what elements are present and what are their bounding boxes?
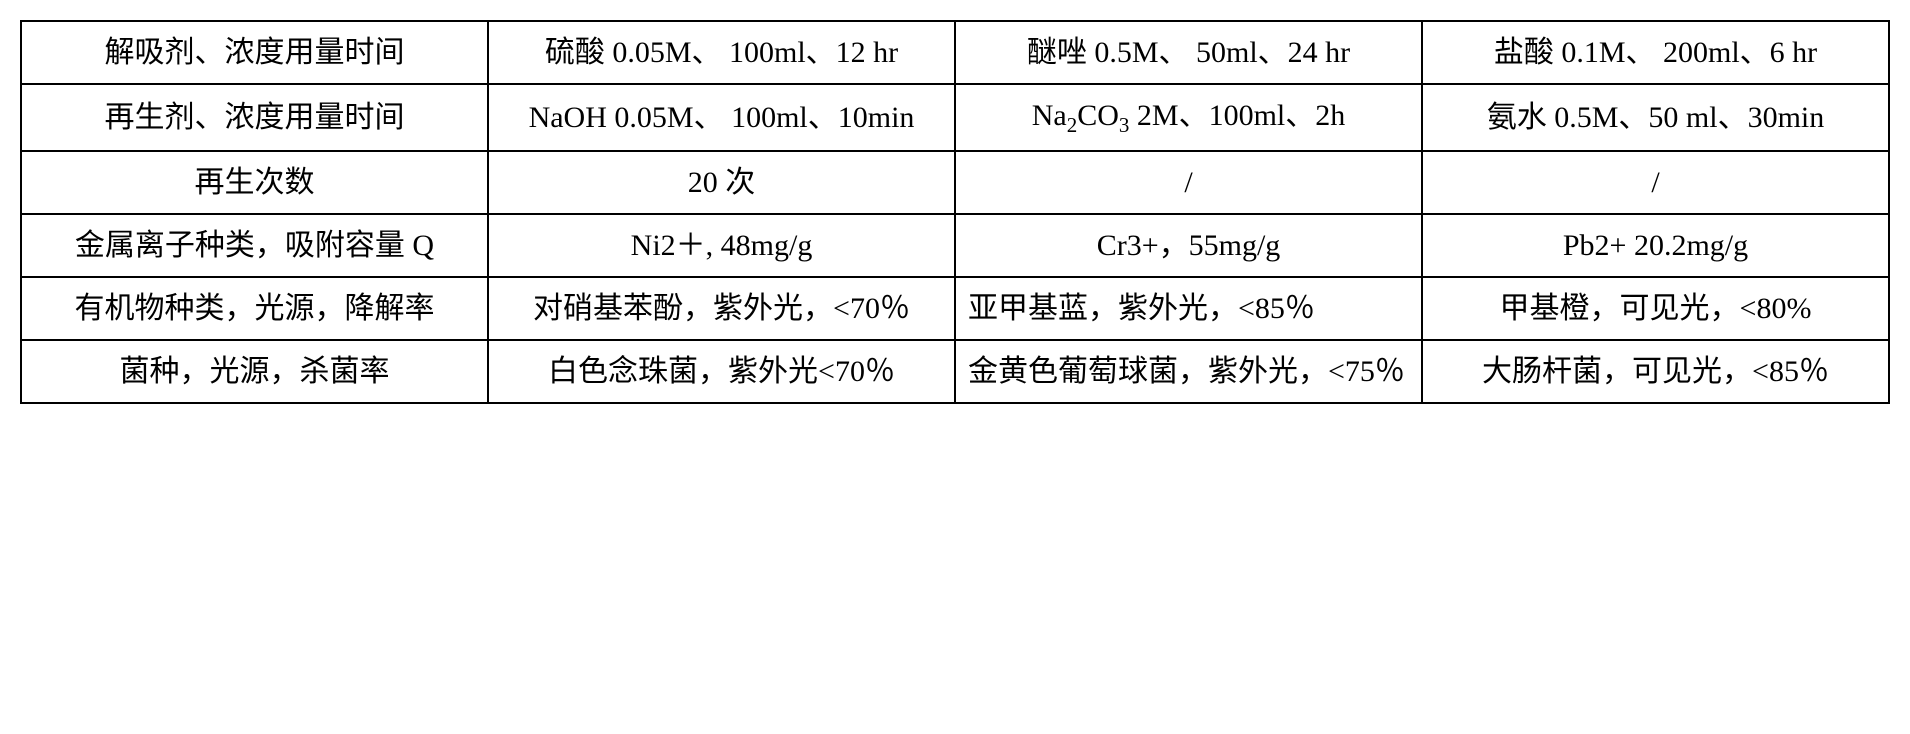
cell: 盐酸 0.1M、 200ml、6 hr — [1422, 21, 1889, 84]
cell: Pb2+ 20.2mg/g — [1422, 214, 1889, 277]
cell: 大肠杆菌，可见光，<85％ — [1422, 340, 1889, 403]
table-row: 有机物种类，光源，降解率 对硝基苯酚，紫外光，<70％ 亚甲基蓝，紫外光，<85… — [21, 277, 1889, 340]
data-table: 解吸剂、浓度用量时间 硫酸 0.05M、 100ml、12 hr 醚唑 0.5M… — [20, 20, 1890, 404]
cell: / — [955, 151, 1422, 214]
cell: Cr3+，55mg/g — [955, 214, 1422, 277]
row-header: 有机物种类，光源，降解率 — [21, 277, 488, 340]
cell: 对硝基苯酚，紫外光，<70％ — [488, 277, 955, 340]
table-row: 再生剂、浓度用量时间 NaOH 0.05M、 100ml、10min Na2CO… — [21, 84, 1889, 151]
cell: 白色念珠菌，紫外光<70％ — [488, 340, 955, 403]
cell: 20 次 — [488, 151, 955, 214]
cell: 硫酸 0.05M、 100ml、12 hr — [488, 21, 955, 84]
cell: NaOH 0.05M、 100ml、10min — [488, 84, 955, 151]
cell: 醚唑 0.5M、 50ml、24 hr — [955, 21, 1422, 84]
cell: Ni2＋, 48mg/g — [488, 214, 955, 277]
cell: 甲基橙，可见光，<80% — [1422, 277, 1889, 340]
cell: 氨水 0.5M、50 ml、30min — [1422, 84, 1889, 151]
cell: 金黄色葡萄球菌，紫外光，<75％ — [955, 340, 1422, 403]
row-header: 金属离子种类，吸附容量 Q — [21, 214, 488, 277]
row-header: 菌种，光源，杀菌率 — [21, 340, 488, 403]
table-body: 解吸剂、浓度用量时间 硫酸 0.05M、 100ml、12 hr 醚唑 0.5M… — [21, 21, 1889, 403]
row-header: 再生剂、浓度用量时间 — [21, 84, 488, 151]
table-row: 解吸剂、浓度用量时间 硫酸 0.05M、 100ml、12 hr 醚唑 0.5M… — [21, 21, 1889, 84]
cell: Na2CO3 2M、100ml、2h — [955, 84, 1422, 151]
table-row: 菌种，光源，杀菌率 白色念珠菌，紫外光<70％ 金黄色葡萄球菌，紫外光，<75％… — [21, 340, 1889, 403]
cell: 亚甲基蓝，紫外光，<85％ — [955, 277, 1422, 340]
row-header: 再生次数 — [21, 151, 488, 214]
cell: / — [1422, 151, 1889, 214]
table-row: 金属离子种类，吸附容量 Q Ni2＋, 48mg/g Cr3+，55mg/g P… — [21, 214, 1889, 277]
row-header: 解吸剂、浓度用量时间 — [21, 21, 488, 84]
table-row: 再生次数 20 次 / / — [21, 151, 1889, 214]
